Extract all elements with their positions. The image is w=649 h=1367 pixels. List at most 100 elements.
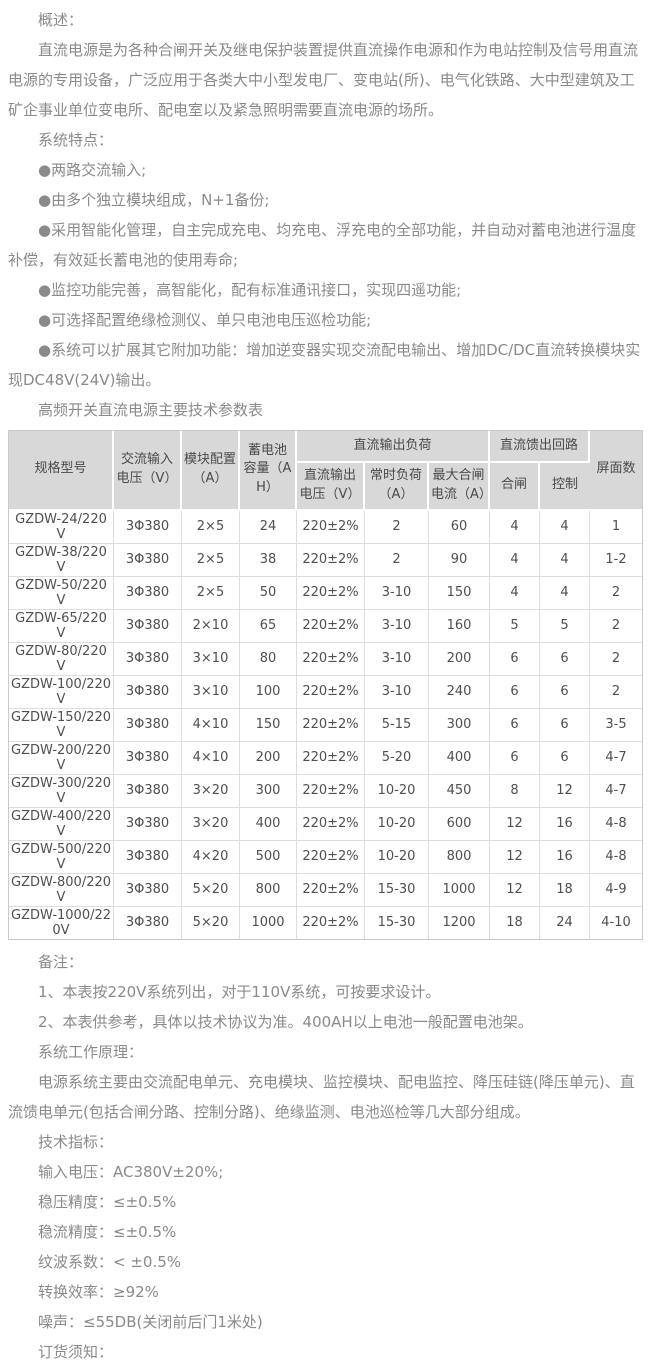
table-cell: 4 <box>540 576 591 610</box>
table-cell: 3Φ380 <box>114 906 182 939</box>
table-row: GZDW-1000/220V 3Φ380 5×20 1000 220±2% 15-30 12… <box>9 906 643 939</box>
table-cell: 450 <box>429 774 491 808</box>
table-cell: 6 <box>490 708 541 742</box>
table-cell: 18 <box>540 873 591 907</box>
table-cell: 5×20 <box>182 906 240 939</box>
header-control: 控制 <box>540 463 591 511</box>
header-closing: 合闸 <box>490 463 541 511</box>
table-cell: 4 <box>490 576 541 610</box>
spec-item: 转换效率：≥92% <box>38 1282 159 1301</box>
table-row: GZDW-50/220V 3Φ380 2×5 50 220±2% 3-10 150 4 4 2 <box>9 576 643 610</box>
table-cell: 3Φ380 <box>114 873 182 907</box>
table-cell: GZDW-1000/220V <box>9 906 114 939</box>
table-cell: 150 <box>240 708 297 742</box>
table-cell: GZDW-200/220V <box>9 741 114 775</box>
table-cell: 3Φ380 <box>114 840 182 874</box>
table-cell: 200 <box>240 741 297 775</box>
table-title: 高频开关直流电源主要技术参数表 <box>38 401 264 419</box>
table-cell: 220±2% <box>297 543 365 577</box>
header-model: 规格型号 <box>9 431 114 511</box>
table-row: GZDW-65/220V 3Φ380 2×10 65 220±2% 3-10 160 5 5 2 <box>9 609 643 643</box>
header-battery-capacity: 蓄电池容量（AH） <box>240 431 297 511</box>
table-cell: GZDW-100/220V <box>9 675 114 709</box>
table-cell: 2×5 <box>182 576 240 610</box>
table-cell: 12 <box>490 840 541 874</box>
table-cell: 60 <box>429 510 491 544</box>
table-cell: 10-20 <box>365 807 429 841</box>
table-cell: 5 <box>490 609 541 643</box>
table-cell: 18 <box>490 906 541 939</box>
table-cell: 100 <box>240 675 297 709</box>
table-cell: 3-10 <box>365 642 429 676</box>
table-cell: 220±2% <box>297 807 365 841</box>
table-cell: 3×10 <box>182 642 240 676</box>
table-row: GZDW-400/220V 3Φ380 3×20 400 220±2% 10-20 600 1… <box>9 807 643 841</box>
table-cell: 16 <box>540 840 591 874</box>
table-row: GZDW-80/220V 3Φ380 3×10 80 220±2% 3-10 200 6 6 2 <box>9 642 643 676</box>
table-cell: 3Φ380 <box>114 576 182 610</box>
feature-item: ●两路交流输入; <box>38 161 147 179</box>
table-cell: 150 <box>429 576 491 610</box>
table-cell: 4×10 <box>182 741 240 775</box>
table-cell: 2 <box>590 675 643 709</box>
table-cell: 2×10 <box>182 609 240 643</box>
table-cell: 4 <box>490 543 541 577</box>
table-cell: 2 <box>590 609 643 643</box>
spec-table: 规格型号 交流输入电压（V） 模块配置（A） 蓄电池容量（AH） 直流输出负荷 … <box>8 430 644 940</box>
feature-item: ●采用智能化管理，自主完成充电、均充电、浮充电的全部功能，并自动对蓄电池进行温度… <box>8 221 637 269</box>
table-cell: 3×20 <box>182 807 240 841</box>
header-group-dc-output-load: 直流输出负荷 <box>297 431 491 463</box>
table-cell: 12 <box>540 774 591 808</box>
table-cell: 4×10 <box>182 708 240 742</box>
table-cell: GZDW-400/220V <box>9 807 114 841</box>
specs-title: 技术指标： <box>38 1132 114 1151</box>
note-item: 2、本表供参考，具体以技术协议为准。400AH以上电池一般配置电池架。 <box>38 1012 533 1031</box>
table-cell: 3Φ380 <box>114 642 182 676</box>
table-cell: 1-2 <box>590 543 643 577</box>
table-cell: GZDW-800/220V <box>9 873 114 907</box>
table-cell: 3Φ380 <box>114 543 182 577</box>
table-cell: 5 <box>540 609 591 643</box>
spec-item: 稳压精度：≤±0.5% <box>38 1192 177 1211</box>
table-cell: 3Φ380 <box>114 510 182 544</box>
table-cell: 220±2% <box>297 774 365 808</box>
table-cell: 220±2% <box>297 840 365 874</box>
table-cell: 4 <box>490 510 541 544</box>
table-cell: 3-5 <box>590 708 643 742</box>
table-cell: 1200 <box>429 906 491 939</box>
features-title: 系统特点： <box>38 131 114 149</box>
table-cell: GZDW-500/220V <box>9 840 114 874</box>
order-title: 订货须知： <box>38 1342 114 1361</box>
header-module-config: 模块配置（A） <box>182 431 240 511</box>
table-cell: 220±2% <box>297 576 365 610</box>
spec-table-header: 规格型号 交流输入电压（V） 模块配置（A） 蓄电池容量（AH） 直流输出负荷 … <box>9 431 643 511</box>
table-cell: 400 <box>429 741 491 775</box>
table-cell: 2×5 <box>182 510 240 544</box>
table-cell: 220±2% <box>297 741 365 775</box>
table-cell: 80 <box>240 642 297 676</box>
table-cell: 24 <box>240 510 297 544</box>
table-cell: 4-10 <box>590 906 643 939</box>
table-cell: 500 <box>240 840 297 874</box>
feature-item: ●由多个独立模块组成，N+1备份; <box>38 191 270 209</box>
table-cell: GZDW-50/220V <box>9 576 114 610</box>
table-cell: 16 <box>540 807 591 841</box>
table-row: GZDW-150/220V 3Φ380 4×10 150 220±2% 5-15 300 6 6… <box>9 708 643 742</box>
table-cell: 3Φ380 <box>114 741 182 775</box>
spec-item: 稳流精度：≤±0.5% <box>38 1222 177 1241</box>
table-cell: 1 <box>590 510 643 544</box>
table-cell: 4-7 <box>590 774 643 808</box>
table-cell: 1000 <box>240 906 297 939</box>
overview-body: 直流电源是为各种合闸开关及继电保护装置提供直流操作电源和作为电站控制及信号用直流… <box>8 41 639 119</box>
table-cell: 3-10 <box>365 609 429 643</box>
table-cell: 4-8 <box>590 807 643 841</box>
table-cell: GZDW-24/220V <box>9 510 114 544</box>
header-max-closing-current: 最大合闸电流（A） <box>429 463 492 511</box>
table-cell: 300 <box>429 708 491 742</box>
table-cell: 10-20 <box>365 774 429 808</box>
table-cell: 1000 <box>429 873 491 907</box>
table-cell: 2 <box>365 543 429 577</box>
header-normal-load: 常时负荷（A） <box>365 463 429 511</box>
table-cell: 240 <box>429 675 491 709</box>
